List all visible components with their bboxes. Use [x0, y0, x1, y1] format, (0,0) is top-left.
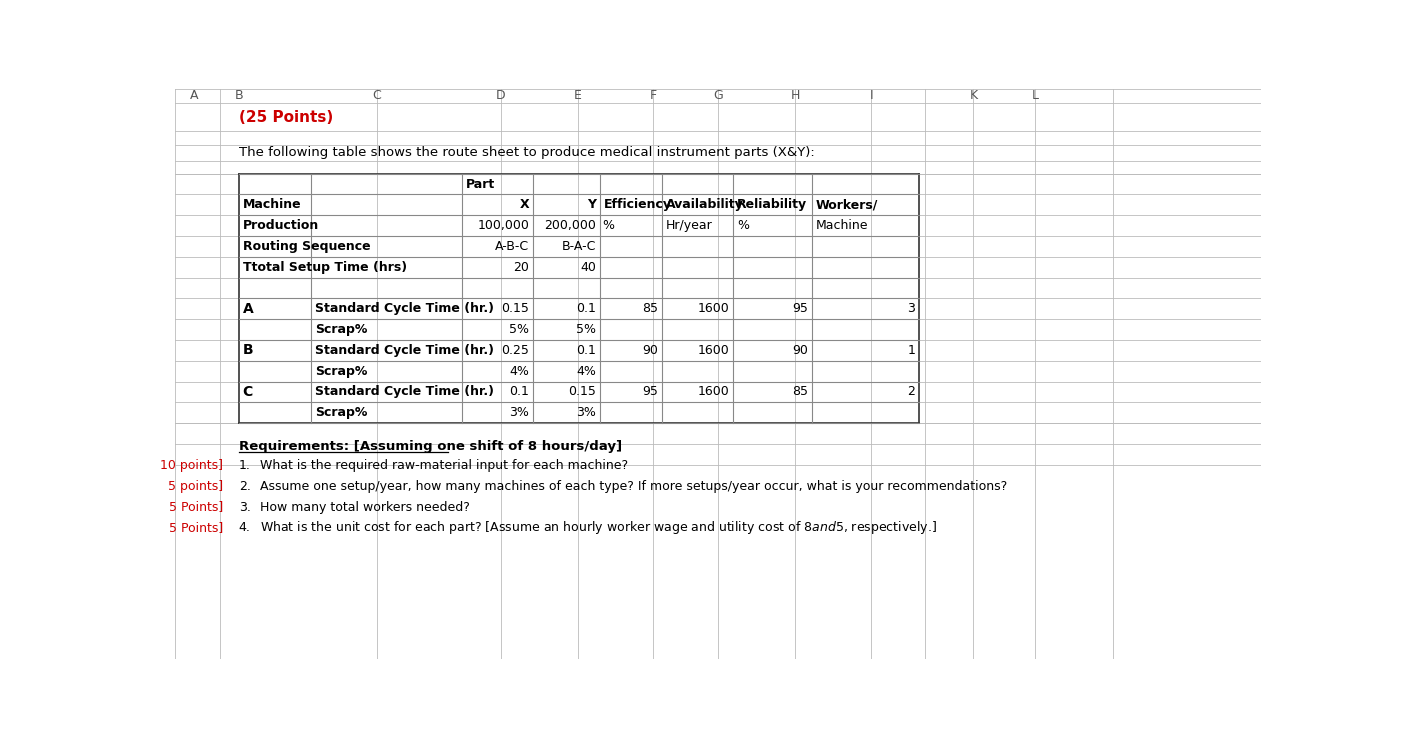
Text: Requirements: [Assuming one shift of 8 hours/day]: Requirements: [Assuming one shift of 8 h…: [238, 439, 622, 453]
Text: 1600: 1600: [698, 302, 730, 315]
Text: 95: 95: [642, 385, 658, 399]
Text: 0.1: 0.1: [576, 302, 595, 315]
Text: 4%: 4%: [576, 365, 595, 378]
Text: %: %: [602, 219, 614, 232]
Text: D: D: [496, 90, 506, 102]
Text: H: H: [790, 90, 800, 102]
Text: X: X: [520, 199, 530, 211]
Text: 5 Points]: 5 Points]: [170, 500, 223, 514]
Text: 4%: 4%: [510, 365, 530, 378]
Text: 5%: 5%: [576, 323, 595, 336]
Text: C: C: [242, 385, 252, 399]
Text: 95: 95: [793, 302, 808, 315]
Text: B: B: [234, 90, 242, 102]
Text: 3.: 3.: [238, 500, 251, 514]
Text: B: B: [242, 343, 254, 357]
Text: 40: 40: [580, 261, 595, 273]
Text: 1600: 1600: [698, 344, 730, 357]
Text: How many total workers needed?: How many total workers needed?: [261, 500, 471, 514]
Text: 3: 3: [908, 302, 915, 315]
Text: 4.: 4.: [238, 522, 251, 534]
Text: 5 points]: 5 points]: [168, 479, 223, 493]
Text: Ttotal Setup Time (hrs): Ttotal Setup Time (hrs): [242, 261, 406, 273]
Text: 90: 90: [793, 344, 808, 357]
Text: 1.: 1.: [238, 459, 251, 472]
Text: 5 Points]: 5 Points]: [170, 522, 223, 534]
Text: (25 Points): (25 Points): [238, 110, 333, 124]
Text: 3%: 3%: [576, 406, 595, 419]
Text: E: E: [574, 90, 581, 102]
Text: 2.: 2.: [238, 479, 251, 493]
Text: Assume one setup/year, how many machines of each type? If more setups/year occur: Assume one setup/year, how many machines…: [261, 479, 1007, 493]
Text: 1: 1: [908, 344, 915, 357]
Text: 5%: 5%: [510, 323, 530, 336]
Text: Efficiency: Efficiency: [604, 199, 671, 211]
Text: 85: 85: [642, 302, 658, 315]
Text: 3%: 3%: [510, 406, 530, 419]
Text: F: F: [650, 90, 657, 102]
Text: Scrap%: Scrap%: [315, 323, 367, 336]
Text: %: %: [737, 219, 750, 232]
Text: 0.1: 0.1: [510, 385, 530, 399]
Text: 0.1: 0.1: [576, 344, 595, 357]
Text: Production: Production: [242, 219, 319, 232]
Text: 10 points]: 10 points]: [160, 459, 223, 472]
Text: Machine: Machine: [815, 219, 869, 232]
Text: The following table shows the route sheet to produce medical instrument parts (X: The following table shows the route shee…: [238, 146, 814, 159]
Text: 100,000: 100,000: [478, 219, 530, 232]
Text: 90: 90: [642, 344, 658, 357]
Text: 1600: 1600: [698, 385, 730, 399]
Text: Workers/: Workers/: [815, 199, 878, 211]
Text: What is the unit cost for each part? [Assume an hourly worker wage and utility c: What is the unit cost for each part? [As…: [261, 519, 937, 536]
Text: 0.15: 0.15: [502, 302, 530, 315]
Text: G: G: [713, 90, 723, 102]
Text: Reliability: Reliability: [737, 199, 807, 211]
Text: 200,000: 200,000: [544, 219, 595, 232]
Text: Standard Cycle Time (hr.): Standard Cycle Time (hr.): [315, 302, 493, 315]
Text: Standard Cycle Time (hr.): Standard Cycle Time (hr.): [315, 344, 493, 357]
Text: Y: Y: [587, 199, 595, 211]
Text: Routing Sequence: Routing Sequence: [242, 240, 370, 253]
Text: Part: Part: [465, 178, 495, 190]
Text: B-A-C: B-A-C: [562, 240, 595, 253]
Text: 2: 2: [908, 385, 915, 399]
Text: 0.25: 0.25: [502, 344, 530, 357]
Text: A-B-C: A-B-C: [495, 240, 530, 253]
Text: Hr/year: Hr/year: [665, 219, 713, 232]
Text: 85: 85: [793, 385, 808, 399]
Text: K: K: [969, 90, 978, 102]
Text: Scrap%: Scrap%: [315, 365, 367, 378]
Text: A: A: [191, 90, 199, 102]
Text: Availability: Availability: [665, 199, 744, 211]
Text: A: A: [242, 302, 254, 316]
Text: 0.15: 0.15: [567, 385, 595, 399]
Text: 20: 20: [513, 261, 530, 273]
Text: Scrap%: Scrap%: [315, 406, 367, 419]
Text: I: I: [869, 90, 873, 102]
Text: C: C: [373, 90, 381, 102]
Text: L: L: [1033, 90, 1040, 102]
Text: Machine: Machine: [242, 199, 301, 211]
Text: What is the required raw-material input for each machine?: What is the required raw-material input …: [261, 459, 629, 472]
Text: Standard Cycle Time (hr.): Standard Cycle Time (hr.): [315, 385, 493, 399]
